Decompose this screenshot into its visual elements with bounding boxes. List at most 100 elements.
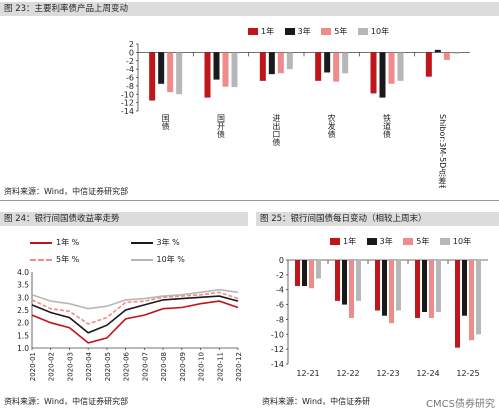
legend-1y: 1年 [330, 236, 356, 247]
y-tick-label: -10 [121, 90, 134, 99]
bar-3年 [382, 260, 387, 316]
bar-5年 [309, 260, 314, 289]
y-tick-label: 3.0 [17, 293, 29, 302]
x-tick-label-group: 2020-10 [198, 352, 206, 381]
series-line-10年 [31, 288, 239, 310]
x-category-label: 12-25 [456, 369, 479, 378]
x-tick-label-group: 2020-11 [216, 352, 224, 381]
x-category-label: 12-21 [296, 369, 319, 378]
x-category-label: 12-24 [416, 369, 439, 378]
series-line-1年 [31, 300, 239, 344]
y-tick-label: 4.0 [17, 268, 29, 277]
y-tick-label: -14 [271, 360, 284, 369]
bar-10年 [396, 260, 401, 311]
legend-10y: 10年 [357, 26, 389, 37]
y-tick-label: -6 [276, 301, 284, 310]
x-category-label: 国开债 [217, 114, 226, 139]
bar-10年 [231, 52, 238, 88]
fig24-source: 资料来源：Wind，中信证券研究部 [4, 397, 129, 406]
fig24-title: 图 24：银行间国债收益率走势 [0, 212, 248, 226]
bar-1年 [149, 52, 156, 101]
y-tick-label: -2 [276, 271, 284, 280]
x-tick-label-group: 2020-03 [66, 352, 74, 381]
x-tick-label: 2020-10 [198, 352, 206, 381]
watermark: CMCS债券研究 [426, 399, 495, 410]
bar-3年 [379, 52, 386, 98]
x-tick-label-group: 2020-09 [179, 352, 187, 381]
y-tick-label: -8 [276, 315, 284, 324]
bar-5年 [333, 52, 340, 82]
x-category-label: 12-23 [376, 369, 399, 378]
fig25-legend: 1年 3年 5年 10年 [330, 236, 479, 247]
bar-10年 [436, 260, 441, 312]
fig25-source: 资料来源：Wind，中信证券研 [262, 397, 371, 406]
legend-10y: 10年 % [130, 252, 221, 268]
fig25-title: 图 25：银行间国债每日变动（相较上周末） [256, 212, 499, 226]
x-tick-label: 2020-04 [85, 351, 93, 381]
x-tick-label-group: 2020-05 [104, 352, 112, 381]
y-tick-label: 3.5 [17, 281, 29, 290]
y-tick-label: -4 [126, 65, 134, 74]
y-tick-label: -14 [121, 107, 134, 116]
x-tick-label: 2020-12 [235, 352, 243, 381]
y-tick-label: -10 [271, 330, 284, 339]
x-category-label: 12-22 [336, 369, 359, 378]
bar-3年 [158, 52, 165, 84]
bar-5年 [222, 52, 229, 87]
bar-1年 [315, 52, 322, 81]
bar-1年 [370, 52, 377, 94]
legend-3y: 3年 [284, 26, 311, 37]
bar-10年 [356, 260, 361, 301]
bar-5年 [388, 52, 395, 84]
legend-1y: 1年 [248, 26, 274, 37]
x-tick-label: 2020-11 [216, 352, 224, 381]
legend-1y: 1年 % [30, 235, 120, 251]
y-tick-label: 1.5 [17, 331, 29, 340]
y-tick-label: 2 [129, 40, 134, 49]
x-tick-label: 2020-05 [104, 352, 112, 381]
bar-5年 [443, 52, 450, 60]
x-tick-label-group: 2020-12 [235, 352, 243, 381]
bar-3年 [422, 260, 427, 312]
x-tick-label-group: 2020-02 [48, 352, 56, 381]
bar-10年 [476, 260, 481, 335]
y-tick-label: 0 [129, 48, 134, 57]
y-tick-label: -4 [276, 286, 284, 295]
x-tick-label: 2020-01 [29, 352, 37, 381]
y-tick-label: 2.0 [17, 319, 29, 328]
divider [0, 200, 499, 201]
bar-10年 [316, 260, 321, 279]
y-tick-label: -2 [126, 57, 134, 66]
fig23-legend: 1年 3年 5年 10年 [248, 26, 397, 37]
bar-1年 [259, 52, 266, 81]
series-line-3年 [31, 295, 239, 334]
x-category-label: Shibor:3M-5D点差曲线 [438, 114, 447, 188]
bar-1年 [204, 52, 211, 98]
bar-5年 [429, 260, 434, 318]
x-tick-label: 2020-03 [66, 352, 74, 381]
legend-5y: 5年 [321, 26, 347, 37]
legend-5y: 5年 % [30, 252, 120, 268]
x-tick-label-group: 2020-06 [123, 351, 131, 381]
bar-5年 [167, 52, 174, 93]
legend-10y: 10年 [439, 236, 471, 247]
bar-5年 [389, 260, 394, 324]
bar-10年 [176, 52, 183, 95]
x-tick-label: 2020-08 [160, 352, 168, 381]
legend-3y: 3年 [366, 236, 393, 247]
x-tick-label-group: 2020-08 [160, 352, 168, 381]
bar-1年 [455, 260, 460, 348]
legend-5y: 5年 [403, 236, 429, 247]
bar-10年 [397, 52, 404, 81]
x-tick-label-group: 2020-07 [141, 352, 149, 381]
bar-5年 [469, 260, 474, 341]
bar-3年 [342, 260, 347, 305]
y-tick-label: 0 [279, 256, 284, 265]
y-tick-label: 1.0 [17, 344, 29, 353]
bar-3年 [462, 260, 467, 316]
bar-1年 [295, 260, 300, 286]
bar-1年 [375, 260, 380, 311]
bar-3年 [302, 260, 307, 286]
x-category-label: 进出口债 [272, 114, 281, 147]
